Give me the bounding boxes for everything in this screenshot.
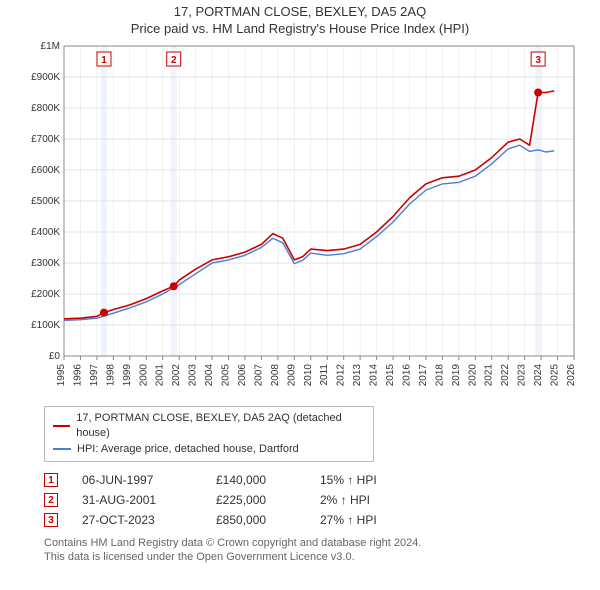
x-tick-label: 1999 bbox=[122, 364, 133, 387]
legend-label: HPI: Average price, detached house, Dart… bbox=[77, 442, 299, 457]
x-tick-label: 2026 bbox=[566, 364, 577, 387]
x-tick-label: 2019 bbox=[451, 364, 462, 387]
x-tick-label: 2009 bbox=[286, 364, 297, 387]
x-tick-label: 2024 bbox=[533, 364, 544, 387]
x-tick-label: 2006 bbox=[237, 364, 248, 387]
x-tick-label: 2004 bbox=[204, 364, 215, 387]
x-tick-label: 2025 bbox=[550, 364, 561, 387]
sale-row-date: 31-AUG-2001 bbox=[82, 493, 192, 507]
sale-row-price: £225,000 bbox=[216, 493, 296, 507]
y-tick-label: £300K bbox=[31, 258, 60, 269]
sale-row-price: £140,000 bbox=[216, 473, 296, 487]
x-tick-label: 2023 bbox=[517, 364, 528, 387]
sale-row-pct: 27% ↑ HPI bbox=[320, 513, 410, 527]
x-tick-label: 2000 bbox=[138, 364, 149, 387]
legend-row: HPI: Average price, detached house, Dart… bbox=[53, 442, 365, 457]
chart-area: £0 £100K £200K £300K £400K £500K £600K £700K £80… bbox=[20, 40, 580, 400]
x-tick-label: 1997 bbox=[89, 364, 100, 387]
sale-marker-number: 1 bbox=[101, 55, 107, 66]
line-chart-svg: £0 £100K £200K £300K £400K £500K £600K £700K £80… bbox=[20, 40, 580, 400]
x-tick-label: 2001 bbox=[155, 364, 166, 387]
x-tick-label: 2003 bbox=[188, 364, 199, 387]
sale-row: 3 27-OCT-2023 £850,000 27% ↑ HPI bbox=[44, 510, 590, 530]
sale-row: 2 31-AUG-2001 £225,000 2% ↑ HPI bbox=[44, 490, 590, 510]
x-tick-label: 2017 bbox=[418, 364, 429, 387]
sale-dot bbox=[534, 89, 542, 97]
footer-line-2: This data is licensed under the Open Gov… bbox=[44, 550, 590, 564]
x-tick-label: 2008 bbox=[270, 364, 281, 387]
sale-row-price: £850,000 bbox=[216, 513, 296, 527]
y-tick-label: £500K bbox=[31, 196, 60, 207]
x-tick-label: 2007 bbox=[253, 364, 264, 387]
sale-row-pct: 2% ↑ HPI bbox=[320, 493, 410, 507]
sale-row: 1 06-JUN-1997 £140,000 15% ↑ HPI bbox=[44, 470, 590, 490]
legend-swatch bbox=[53, 448, 71, 450]
y-tick-label: £600K bbox=[31, 165, 60, 176]
y-tick-label: £200K bbox=[31, 289, 60, 300]
legend-swatch bbox=[53, 425, 70, 427]
sale-row-date: 27-OCT-2023 bbox=[82, 513, 192, 527]
y-tick-label: £1M bbox=[41, 41, 60, 52]
sale-row-marker: 3 bbox=[44, 513, 58, 527]
x-tick-label: 2010 bbox=[303, 364, 314, 387]
sale-row-pct: 15% ↑ HPI bbox=[320, 473, 410, 487]
legend-row: 17, PORTMAN CLOSE, BEXLEY, DA5 2AQ (deta… bbox=[53, 411, 365, 442]
x-tick-label: 2015 bbox=[385, 364, 396, 387]
sales-table: 1 06-JUN-1997 £140,000 15% ↑ HPI 2 31-AUG-200… bbox=[44, 470, 590, 530]
legend-box: 17, PORTMAN CLOSE, BEXLEY, DA5 2AQ (deta… bbox=[44, 406, 374, 462]
sale-marker-number: 2 bbox=[171, 55, 177, 66]
x-tick-label: 2016 bbox=[401, 364, 412, 387]
x-tick-label: 2018 bbox=[434, 364, 445, 387]
sale-dot bbox=[170, 282, 178, 290]
footer-attribution: Contains HM Land Registry data © Crown c… bbox=[44, 536, 590, 565]
page-container: 17, PORTMAN CLOSE, BEXLEY, DA5 2AQ Price… bbox=[0, 0, 600, 590]
sale-marker-number: 3 bbox=[535, 55, 541, 66]
y-tick-label: £800K bbox=[31, 103, 60, 114]
x-tick-label: 2022 bbox=[500, 364, 511, 387]
chart-subtitle: Price paid vs. HM Land Registry's House … bbox=[0, 19, 600, 40]
x-tick-label: 2002 bbox=[171, 364, 182, 387]
x-tick-label: 2021 bbox=[484, 364, 495, 387]
x-tick-label: 2014 bbox=[369, 364, 380, 387]
x-tick-label: 2012 bbox=[336, 364, 347, 387]
chart-title: 17, PORTMAN CLOSE, BEXLEY, DA5 2AQ bbox=[0, 0, 600, 19]
x-tick-label: 2011 bbox=[319, 364, 330, 386]
x-tick-label: 2013 bbox=[352, 364, 363, 387]
x-tick-label: 2020 bbox=[467, 364, 478, 387]
sale-row-marker: 1 bbox=[44, 473, 58, 487]
y-tick-label: £900K bbox=[31, 72, 60, 83]
sale-band bbox=[171, 46, 177, 356]
legend-label: 17, PORTMAN CLOSE, BEXLEY, DA5 2AQ (deta… bbox=[76, 411, 365, 442]
sale-row-date: 06-JUN-1997 bbox=[82, 473, 192, 487]
y-tick-label: £0 bbox=[49, 351, 61, 362]
y-tick-label: £700K bbox=[31, 134, 60, 145]
sale-dot bbox=[100, 309, 108, 317]
x-tick-label: 2005 bbox=[221, 364, 232, 387]
x-tick-label: 1995 bbox=[56, 364, 67, 387]
x-tick-label: 1996 bbox=[72, 364, 83, 387]
footer-line-1: Contains HM Land Registry data © Crown c… bbox=[44, 536, 590, 550]
y-tick-label: £100K bbox=[31, 320, 60, 331]
sale-row-marker: 2 bbox=[44, 493, 58, 507]
y-tick-label: £400K bbox=[31, 227, 60, 238]
x-tick-label: 1998 bbox=[105, 364, 116, 387]
